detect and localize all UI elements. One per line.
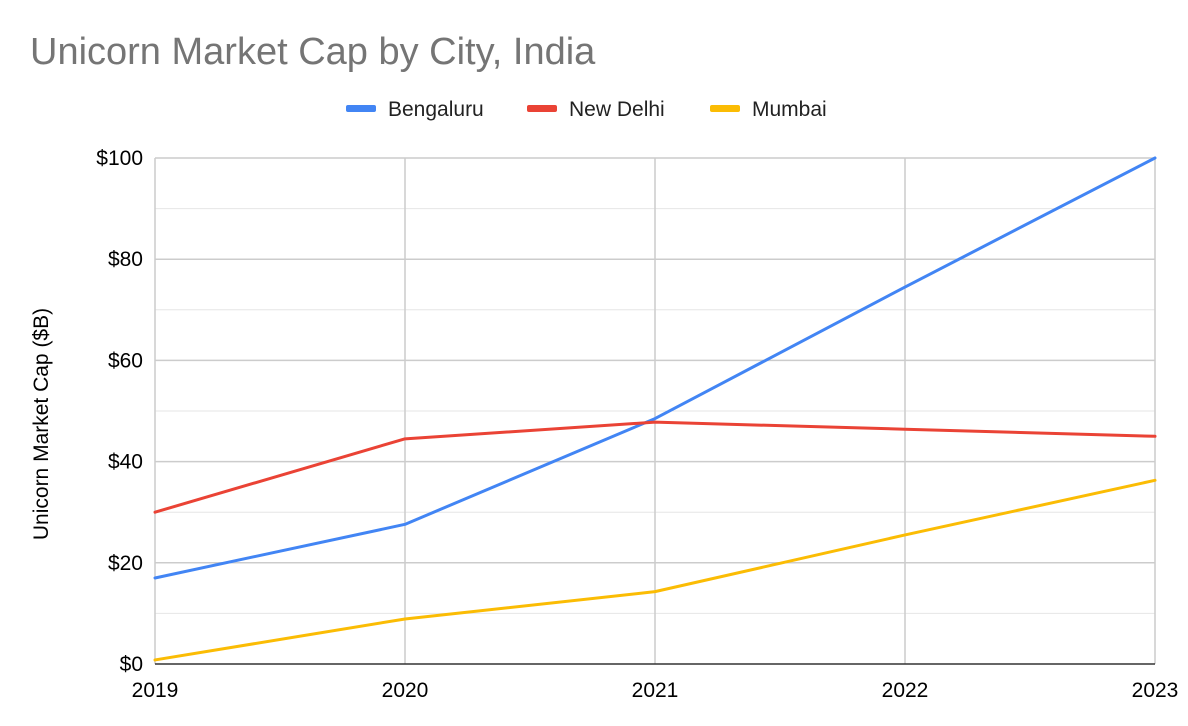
legend-item: Bengaluru (346, 98, 484, 121)
grid (154, 157, 1156, 665)
y-axis: $0 $20 $40 $60 $80 $100 (96, 147, 143, 676)
x-axis: 2019 2020 2021 2022 2023 (132, 679, 1179, 702)
y-axis-title: Unicorn Market Cap ($B) (30, 308, 53, 540)
series-line-mumbai (153, 478, 1157, 662)
y-tick-label: $0 (120, 653, 143, 676)
legend-item: Mumbai (710, 98, 827, 121)
legend-label: New Delhi (569, 98, 665, 121)
x-tick-label: 2021 (632, 679, 679, 702)
legend-label: Bengaluru (388, 98, 484, 121)
y-tick-label: $100 (96, 147, 143, 170)
y-tick-label: $60 (108, 349, 143, 372)
series-line-new-delhi (153, 420, 1157, 514)
y-tick-label: $20 (108, 552, 143, 575)
x-tick-label: 2022 (882, 679, 929, 702)
legend: Bengaluru New Delhi Mumbai (346, 98, 827, 121)
y-tick-label: $40 (108, 451, 143, 474)
series-group (153, 156, 1157, 662)
x-tick-label: 2019 (132, 679, 179, 702)
chart-title: Unicorn Market Cap by City, India (30, 31, 596, 73)
legend-swatch (346, 105, 376, 112)
y-tick-label: $80 (108, 248, 143, 271)
legend-item: New Delhi (527, 98, 665, 121)
x-tick-label: 2023 (1132, 679, 1179, 702)
x-tick-label: 2020 (382, 679, 429, 702)
series-line-bengaluru (153, 156, 1157, 580)
legend-swatch (710, 105, 740, 112)
legend-label: Mumbai (752, 98, 827, 121)
legend-swatch (527, 105, 557, 112)
